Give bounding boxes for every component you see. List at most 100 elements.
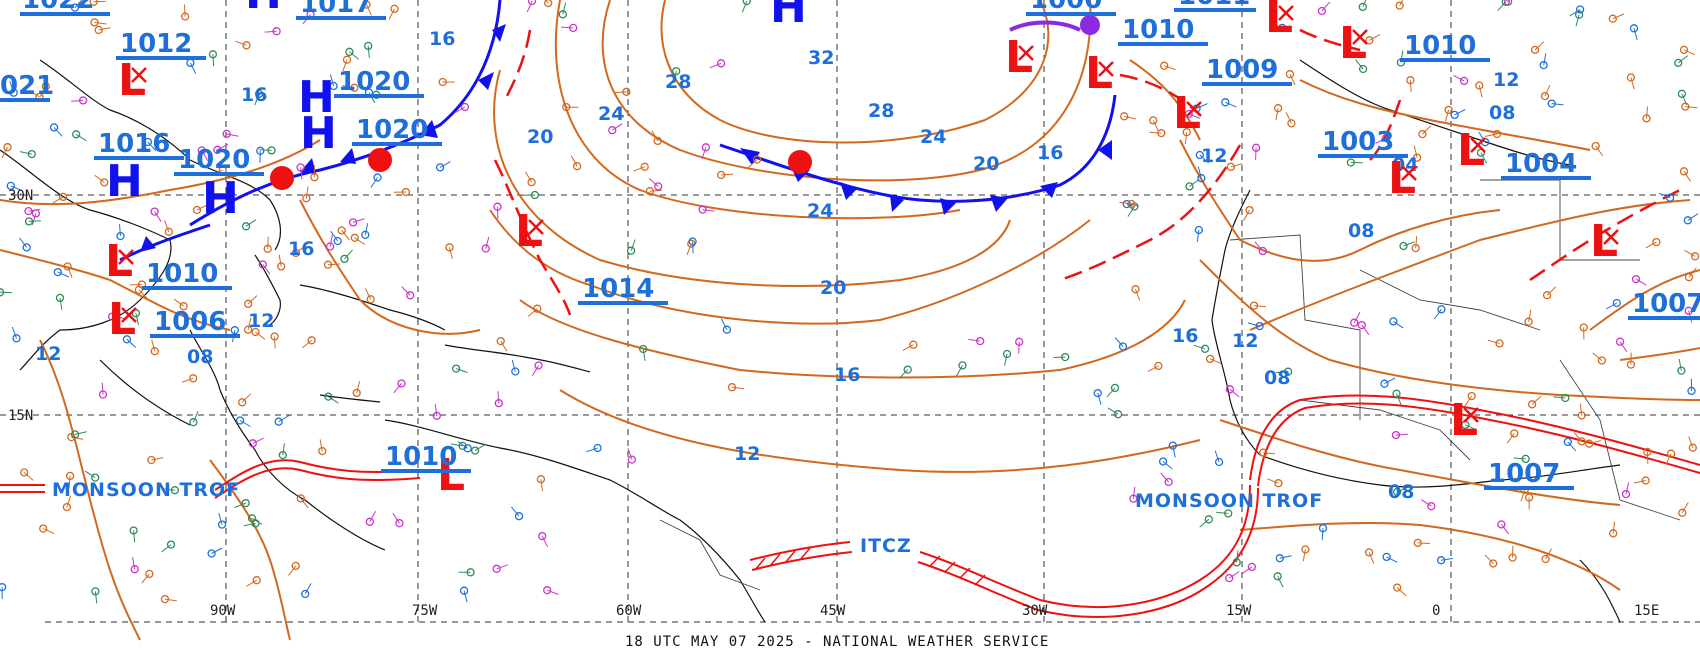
svg-text:021: 021 [0,71,54,101]
wind-barb [633,166,645,172]
wind-barb [1393,320,1404,329]
wind-barb [1409,80,1412,93]
station-marker [39,524,48,533]
isobar-label: 08 [187,346,213,368]
station-marker [1149,116,1158,125]
station-marker [1287,119,1296,128]
wind-barb [1243,209,1250,221]
wind-barb [1681,502,1689,514]
wind-barb [1126,203,1139,207]
wind-barb [319,439,323,452]
wind-barb [288,565,297,576]
svg-text:1014: 1014 [582,274,654,304]
isobar-label: 24 [598,103,624,125]
wind-barb [1645,241,1657,249]
wind-barb [1164,65,1176,71]
station-marker [1412,153,1422,162]
wind-barb [1193,344,1206,350]
wind-barb [217,143,229,151]
wind-barb [330,230,339,242]
wind-barb [721,173,734,176]
wind-barb [1353,311,1361,323]
low-center-marks [118,5,1619,423]
wind-barb [329,74,335,87]
station-marker [1382,552,1391,562]
wind-barb [370,177,378,188]
pressure-value-box: 1010 [381,442,471,473]
wind-barb [98,27,111,31]
station-marker [241,498,250,508]
wind-barb [642,348,646,361]
svg-text:1010: 1010 [1404,31,1476,61]
station-marker [1459,76,1469,86]
station-marker [1184,109,1193,119]
pressure-centers: H H H H H H L L L L L L L L L L L L L L [105,0,1618,501]
isobar-label: 08 [1388,481,1414,503]
wind-barb [401,286,411,296]
latitude-labels: 30N 15N [8,188,33,424]
station-marker [333,236,342,246]
wind-barb [247,295,258,305]
wind-barb [295,245,306,254]
station-marker [1285,70,1295,79]
station-marker [1255,321,1264,331]
wind-barb [1172,445,1176,458]
station-marker [1274,479,1283,488]
station-marker [1577,437,1586,446]
station-marker [1684,306,1693,315]
station-marker [1615,337,1625,346]
wind-barb [39,86,47,98]
station-marker [296,494,305,503]
station-marker [1393,583,1402,592]
station-marker [1258,246,1267,256]
wind-barb [1018,341,1020,354]
station-marker [460,102,470,112]
station-marker [238,398,247,407]
high-center-letter: H [298,72,335,123]
station-marker [1195,150,1204,160]
station-marker [58,192,68,202]
wind-barb [94,591,98,604]
station-marker [9,88,18,97]
wind-barb [1501,524,1510,535]
wind-barb [57,271,70,278]
station-marker [451,364,461,373]
station-marker [1389,317,1398,326]
pressure-value-box: 1020 [174,145,264,176]
station-marker [511,367,520,376]
svg-text:1020: 1020 [178,145,250,175]
station-marker [459,586,469,595]
wind-barb [28,208,41,212]
wind-barb [365,288,372,300]
wind-barb [1386,556,1398,563]
station-marker [1350,318,1359,327]
station-marker [350,233,359,242]
wind-barb [66,495,72,508]
station-marker [406,291,415,300]
wind-barb [902,344,914,351]
station-marker [533,304,542,313]
wind-barb [154,211,162,222]
wind-barb [1630,77,1635,90]
station-marker [100,178,109,187]
station-marker [1652,237,1661,247]
station-marker [337,226,346,235]
wind-barb [1230,163,1243,168]
station-marker [470,446,480,455]
high-center-letter: H [106,156,143,207]
wind-barb [1270,27,1283,29]
station-marker [325,242,335,251]
station-marker [243,325,253,334]
station-marker [527,178,536,187]
wind-barb [1421,499,1432,507]
station-marker [1365,36,1374,45]
wind-barb [352,218,365,223]
station-marker [147,455,156,465]
wind-barb [1612,13,1625,20]
wind-barb [218,512,223,525]
station-marker [1539,60,1548,70]
station-marker [20,468,29,477]
wind-barb [1688,436,1694,448]
station-marker [1684,273,1694,282]
